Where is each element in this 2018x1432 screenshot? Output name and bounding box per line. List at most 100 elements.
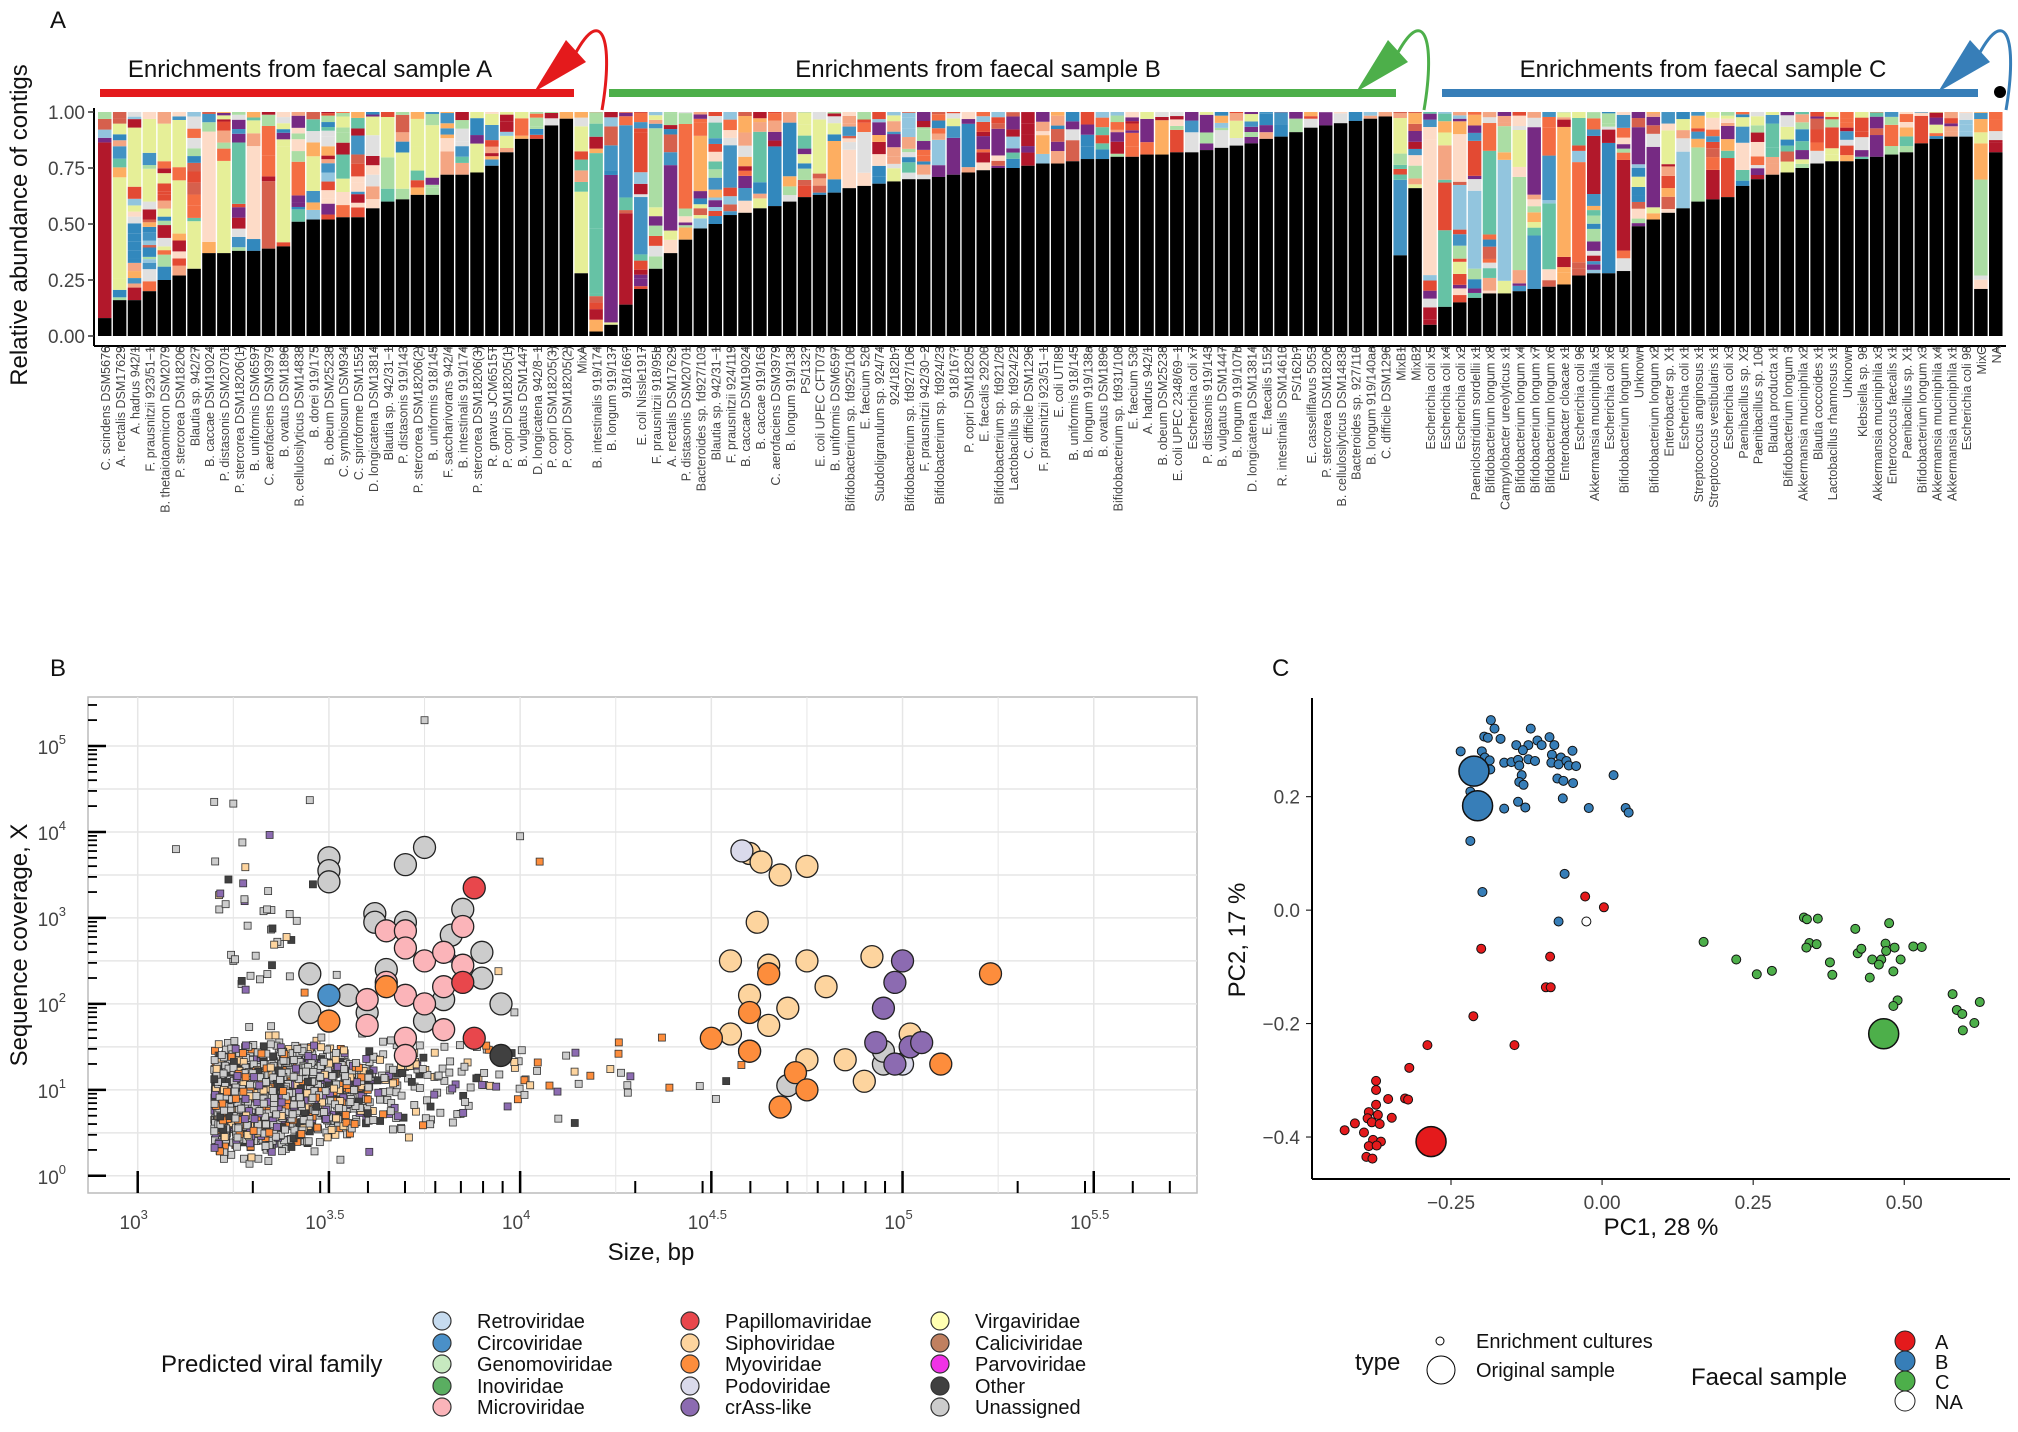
bar-segment xyxy=(931,165,946,177)
bar-segment xyxy=(261,155,276,177)
bar-segment xyxy=(753,182,767,194)
original-sample-contig-point xyxy=(699,1026,723,1050)
bar-segment xyxy=(1080,124,1095,135)
bar-label: B. caccae 919/163 xyxy=(754,346,768,450)
bar-segment xyxy=(187,217,201,222)
bar-segment xyxy=(306,131,320,143)
contig-point xyxy=(300,988,309,997)
legend-key-virgaviridae xyxy=(930,1311,950,1331)
bar-segment xyxy=(157,254,172,267)
original-sample-contig-point xyxy=(431,1018,456,1042)
contig-point xyxy=(240,895,249,904)
contig-point xyxy=(415,1041,424,1050)
bar-label: B. intestinalis 919/174 xyxy=(456,346,470,468)
contig-point xyxy=(210,1056,219,1065)
bar-segment xyxy=(291,115,306,128)
bar-label: P. distasonis 919/143 xyxy=(1201,346,1215,464)
original-sample-contig-point xyxy=(355,987,379,1012)
bar-segment xyxy=(500,131,514,136)
bar-segment xyxy=(812,178,827,186)
contig-point xyxy=(264,1157,273,1165)
bar-segment xyxy=(1944,118,1958,124)
contig-point xyxy=(332,1049,340,1057)
bar-segment xyxy=(276,139,291,147)
contig-point xyxy=(266,1040,275,1049)
contig-point xyxy=(516,832,525,841)
contig-point xyxy=(289,1056,298,1064)
bar-segment xyxy=(1959,113,1973,120)
bar-segment xyxy=(1527,222,1541,228)
contig-point xyxy=(695,1082,704,1090)
bar-segment xyxy=(1333,113,1348,124)
contig-point xyxy=(440,1076,449,1085)
contig-point xyxy=(494,967,503,976)
bar-black-segment xyxy=(1914,143,1929,336)
enrichment-point-c xyxy=(1884,918,1895,929)
bar-segment xyxy=(1616,250,1631,259)
contig-point xyxy=(586,1071,595,1080)
bar-black-segment xyxy=(514,138,529,336)
bar-segment xyxy=(1825,148,1839,155)
bar-segment xyxy=(812,173,827,179)
bar-segment xyxy=(1527,199,1541,207)
bar-segment xyxy=(232,133,246,143)
bar-segment xyxy=(678,208,693,217)
contig-point xyxy=(229,1064,238,1072)
bar-segment xyxy=(738,112,752,116)
bar-segment xyxy=(1735,117,1750,127)
bar-segment xyxy=(1050,141,1065,152)
bar-segment xyxy=(723,119,737,131)
bar-segment xyxy=(1170,112,1184,117)
enrichment-point-a xyxy=(1545,951,1556,962)
bar-segment xyxy=(827,134,842,141)
bar-segment xyxy=(1229,113,1244,121)
bar-segment xyxy=(589,319,603,332)
bar-segment xyxy=(157,237,172,247)
bar-segment xyxy=(648,112,663,116)
bar-segment xyxy=(1587,269,1601,274)
bar-segment xyxy=(693,218,708,229)
original-sample-contig-point xyxy=(489,992,513,1016)
bar-segment xyxy=(1006,148,1020,153)
bar-segment xyxy=(217,130,231,143)
bar-segment xyxy=(1557,267,1571,273)
bar-black-segment xyxy=(604,324,618,336)
bar-segment xyxy=(336,154,350,179)
bar-label: Bifidobacterium longum 3 xyxy=(1782,346,1796,487)
bar-segment xyxy=(127,112,142,117)
contig-point xyxy=(340,1065,349,1073)
bar-segment xyxy=(1452,245,1467,259)
bar-label: P. stercorea DSM18206 xyxy=(1320,346,1334,478)
bar-segment xyxy=(1631,112,1646,119)
bar-segment xyxy=(1780,161,1795,173)
bar-segment xyxy=(1259,113,1273,126)
bar-segment xyxy=(336,205,350,218)
bar-segment xyxy=(1452,258,1467,262)
bar-segment xyxy=(916,174,931,180)
bar-segment xyxy=(619,213,633,305)
bar-segment xyxy=(1825,154,1839,162)
bar-label: P. copri DSM18205(2) xyxy=(561,346,575,468)
curved-arrow-icon xyxy=(1392,29,1431,111)
contig-point xyxy=(215,905,224,914)
bar-segment xyxy=(1512,270,1527,284)
contig-point xyxy=(268,1087,277,1095)
bar-segment xyxy=(1810,118,1824,130)
bar-black-segment xyxy=(1021,165,1035,336)
contig-point xyxy=(394,1112,402,1121)
bar-black-segment xyxy=(753,208,767,336)
contig-point xyxy=(308,1093,317,1102)
bar-segment xyxy=(500,112,514,115)
bar-segment xyxy=(693,208,708,216)
bar-segment xyxy=(916,141,931,150)
bar-segment xyxy=(1021,112,1035,124)
bar-segment xyxy=(902,128,916,138)
bar-segment xyxy=(172,180,186,234)
bar-segment xyxy=(634,194,648,198)
contig-point xyxy=(263,970,272,978)
enrichment-point-b xyxy=(1558,775,1569,786)
bar-segment xyxy=(634,122,648,129)
bar-segment xyxy=(1750,175,1765,180)
bar-label: B. dorei 919/175 xyxy=(307,346,321,438)
bar-segment xyxy=(1467,190,1482,269)
